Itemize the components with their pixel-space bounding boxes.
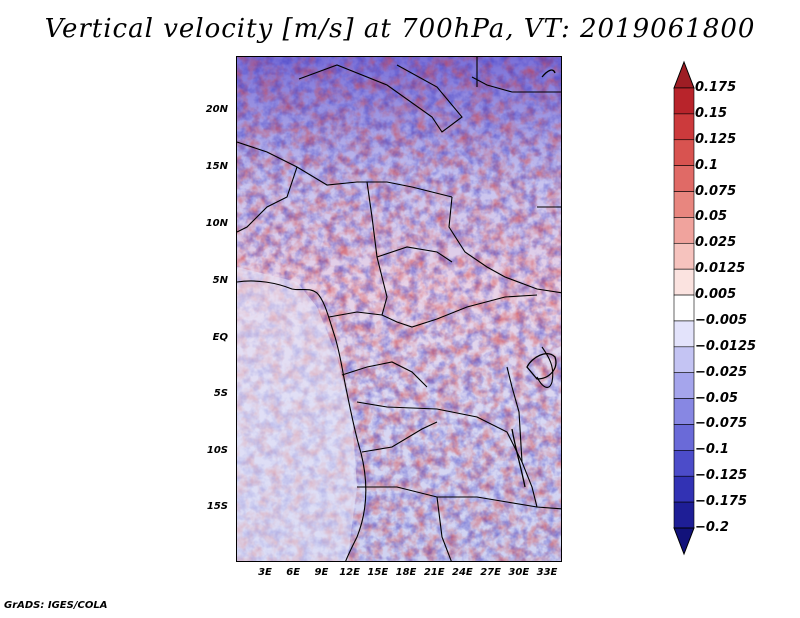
colorbar-max-arrow [673, 60, 695, 89]
colorbar-segment [673, 87, 695, 115]
colorbar-segment [673, 320, 695, 348]
colorbar-tick-label: 0.15 [695, 105, 728, 121]
lon-tick-label: 12E [339, 567, 360, 578]
lat-tick-label: 5S [213, 388, 228, 399]
lon-tick-label: 6E [286, 567, 301, 578]
colorbar-tick-label: 0.025 [695, 235, 737, 251]
lat-tick-label: 10N [205, 218, 228, 229]
plot-title: Vertical velocity [m/s] at 700hPa, VT: 2… [44, 14, 756, 44]
colorbar-tick-label: −0.175 [695, 494, 748, 510]
lat-tick-label: 5N [212, 275, 228, 286]
colorbar-segment [673, 346, 695, 374]
colorbar-segment [673, 139, 695, 166]
lon-tick-label: 33E [536, 567, 558, 578]
lon-tick-label: 27E [480, 567, 501, 578]
lon-tick-label: 24E [452, 567, 473, 578]
colorbar-segment [673, 165, 695, 192]
colorbar-tick-label: 0.0125 [695, 261, 746, 277]
colorbar-tick-label: −0.125 [695, 468, 748, 484]
colorbar-segment [673, 372, 695, 399]
lat-tick-label: 15S [206, 501, 228, 512]
colorbar-tick-label: 0.05 [695, 209, 728, 225]
colorbar-tick-label: −0.1 [695, 442, 729, 458]
colorbar-segment [673, 113, 695, 141]
lat-tick-label: EQ [212, 332, 228, 343]
colorbar-tick-label: −0.0125 [695, 338, 757, 354]
colorbar-segment [673, 268, 695, 296]
colorbar-tick-label: −0.075 [695, 416, 748, 432]
colorbar-segment [673, 191, 695, 218]
lon-tick-label: 21E [423, 567, 445, 578]
vertical-velocity-field [237, 57, 561, 561]
colorbar-tick-label: −0.005 [695, 312, 748, 328]
lat-tick-label: 15N [205, 161, 228, 172]
lon-tick-label: 3E [258, 567, 272, 578]
lon-tick-label: 18E [395, 567, 417, 578]
colorbar-tick-label: −0.05 [695, 390, 738, 406]
colorbar-tick-label: 0.175 [695, 80, 737, 95]
colorbar-segment [673, 424, 695, 451]
colorbar-tick-label: 0.075 [695, 183, 737, 199]
colorbar-tick-label: 0.1 [695, 157, 719, 173]
ocean-region [237, 267, 357, 561]
colorbar-tick-label: −0.2 [695, 520, 729, 535]
lon-tick-label: 15E [367, 567, 389, 578]
colorbar-segment [673, 217, 695, 244]
colorbar-tick-label: −0.025 [695, 364, 748, 380]
colorbar-segment [673, 242, 695, 270]
lon-tick-label: 30E [508, 567, 530, 578]
colorbar [673, 60, 695, 556]
lat-tick-label: 10S [206, 445, 228, 456]
colorbar-segment [673, 475, 695, 503]
colorbar-tick-label: 0.005 [695, 287, 737, 303]
colorbar-min-arrow [673, 527, 695, 556]
lon-tick-label: 9E [314, 567, 329, 578]
colorbar-segment [673, 501, 695, 529]
footer-credit: GrADS: IGES/COLA [4, 600, 108, 611]
colorbar-segment [673, 450, 695, 477]
colorbar-segment [673, 398, 695, 425]
colorbar-tick-label: 0.125 [695, 131, 737, 147]
lat-tick-label: 20N [205, 104, 228, 115]
lakes [511, 69, 557, 488]
map-panel [236, 56, 562, 562]
colorbar-segment [673, 294, 695, 322]
coastlines-borders [237, 57, 561, 561]
